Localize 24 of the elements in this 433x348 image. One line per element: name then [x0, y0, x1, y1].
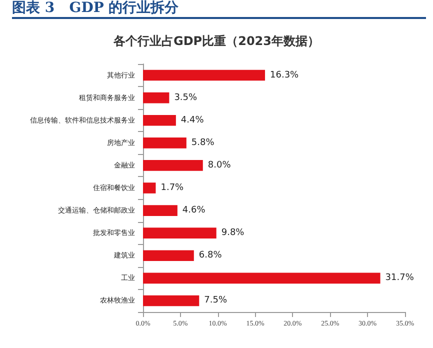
bar [143, 70, 266, 81]
data-label: 5.8% [191, 138, 215, 148]
chart-subtitle: 各个行业占GDP比重（2023年数据） [112, 34, 320, 48]
data-label: 16.3% [270, 70, 300, 80]
bar [143, 114, 176, 126]
chart-title: 图表 3 GDP 的行业拆分 [12, 0, 426, 19]
bar [143, 250, 194, 262]
bar [143, 138, 186, 148]
data-label: 7.5% [204, 296, 228, 306]
data-label: 3.5% [174, 92, 198, 103]
bar [143, 92, 170, 104]
data-label: 8.0% [208, 160, 232, 170]
data-label: 6.8% [198, 250, 222, 261]
bar [143, 272, 380, 284]
bar [143, 228, 216, 238]
data-label: 4.4% [180, 115, 204, 126]
data-label: 31.7% [385, 273, 414, 284]
data-label: 4.6% [182, 206, 206, 216]
bar [143, 205, 178, 216]
bar [143, 182, 156, 194]
data-label: 9.8% [221, 228, 245, 238]
bar [143, 295, 200, 306]
data-label: 1.7% [160, 183, 184, 193]
bar [143, 160, 203, 171]
